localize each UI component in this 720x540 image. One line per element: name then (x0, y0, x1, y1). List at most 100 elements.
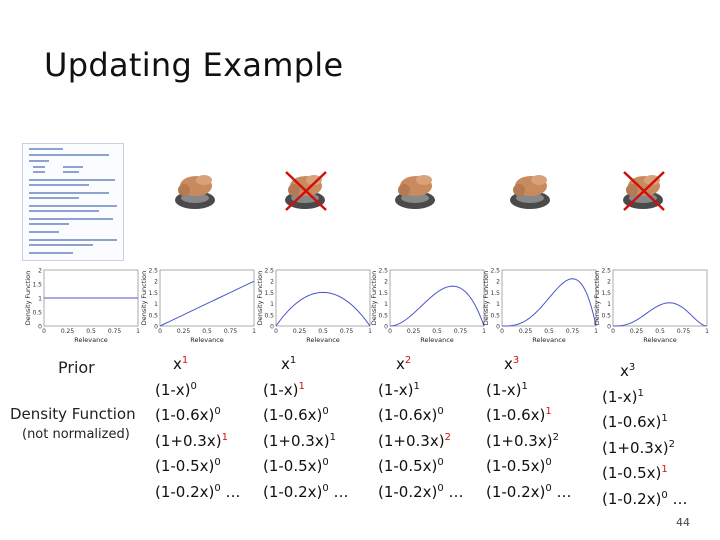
x-axis-label: Relevance (420, 336, 454, 344)
x-tick-label: 0 (611, 328, 615, 335)
factor-term: (1-0.6x)0 (155, 401, 241, 427)
factor-term: (1-x)1 (602, 383, 688, 409)
factor-exponent: 0 (214, 482, 221, 494)
x-exponent: 3 (512, 355, 520, 366)
factor-exponent: 1 (637, 387, 644, 399)
y-tick-label: 0 (154, 324, 158, 331)
factor-exponent: 0 (661, 489, 668, 501)
y-axis-label: Density Function (593, 271, 601, 325)
factor-base: (1-0.5x) (155, 457, 215, 475)
x-tick-label: 0 (274, 328, 278, 335)
density-chart-3: 0 0.5 1 1.5 2 2.5 0 0.25 0.5 0.75 1 Relevance Densit… (256, 266, 376, 345)
y-tick-label: 1.5 (490, 290, 500, 297)
factor-term: (1-0.6x)0 (378, 401, 464, 427)
y-tick-label: 2.5 (148, 268, 158, 275)
density-chart-4: 0 0.5 1 1.5 2 2.5 0 0.25 0.5 0.75 1 Relevance Densit… (370, 266, 490, 345)
factor-exponent: 0 (322, 406, 329, 417)
factor-base: (1-0.6x) (602, 413, 662, 431)
x-power-term: x3 (620, 357, 688, 383)
x-tick-label: 0.5 (655, 328, 665, 335)
y-tick-label: 0.5 (148, 312, 158, 319)
x-tick-label: 0.5 (432, 328, 442, 335)
factor-exponent: 0 (214, 457, 221, 468)
y-axis-label: Density Function (482, 271, 490, 325)
y-tick-label: 0 (607, 324, 611, 331)
factor-term: (1-x)1 (378, 376, 464, 402)
document-thumbnail (22, 143, 124, 261)
x-base: x (281, 355, 290, 373)
slide-title: Updating Example (44, 46, 344, 84)
y-tick-label: 1.5 (148, 290, 158, 297)
factor-term: (1-0.2x)0 … (486, 478, 572, 504)
factor-exponent: 0 (322, 482, 329, 494)
factor-base: (1-0.6x) (263, 406, 323, 424)
hand-press-crossed-icon (280, 170, 330, 212)
factor-base: (1-x) (378, 380, 414, 399)
y-tick-label: 2.5 (601, 268, 611, 275)
density-chart-1: 0 0.5 1 1.5 2 0 0.25 0.5 0.75 1 Relevance Density F… (24, 266, 144, 345)
x-tick-label: 0.75 (454, 328, 468, 335)
y-tick-label: 1.5 (32, 282, 42, 289)
factor-base: (1-x) (486, 380, 522, 399)
factor-exponent: 1 (521, 380, 528, 392)
x-axis-label: Relevance (190, 336, 224, 344)
factor-term: (1+0.3x)2 (486, 427, 572, 453)
factor-term: (1-0.2x)0 … (378, 478, 464, 504)
x-base: x (173, 355, 182, 373)
y-tick-label: 1 (607, 301, 611, 308)
factor-term: (1+0.3x)1 (155, 427, 241, 453)
density-curve (275, 291, 371, 327)
y-tick-label: 0.5 (601, 312, 611, 319)
update-column-3: x2 (1-x)1 (1-0.6x)0 (1+0.3x)2 (1-0.5x)0 (1-0.… (378, 350, 464, 503)
x-tick-label: 0.5 (544, 328, 554, 335)
x-tick-label: 0.25 (177, 328, 191, 335)
factor-exponent: 0 (437, 482, 444, 494)
factor-exponent: 1 (661, 413, 668, 424)
update-column-5: x3 (1-x)1 (1-0.6x)1 (1+0.3x)2 (1-0.5x)1 (1-0.… (602, 357, 688, 510)
density-function-label: Density Function (10, 405, 136, 423)
y-tick-label: 2 (607, 279, 611, 286)
y-tick-label: 0.5 (32, 310, 42, 317)
y-tick-label: 2 (154, 279, 158, 286)
factor-base: (1-x) (155, 380, 191, 399)
factor-base: (1-0.5x) (486, 457, 546, 475)
factor-term: (1+0.3x)1 (263, 427, 349, 453)
factor-exponent: 1 (221, 431, 228, 443)
x-tick-label: 0.75 (108, 328, 122, 335)
x-axis-label: Relevance (306, 336, 340, 344)
hand-press-crossed-icon (618, 170, 668, 212)
factor-base: (1+0.3x) (155, 431, 222, 450)
factor-exponent: 2 (444, 431, 451, 443)
factor-term: (1-0.5x)0 (155, 452, 241, 478)
y-tick-label: 2 (496, 279, 500, 286)
factor-base: (1-x) (263, 380, 299, 399)
y-tick-label: 1 (38, 296, 42, 303)
factor-base: (1+0.3x) (486, 431, 553, 450)
ellipsis: … (328, 482, 349, 501)
y-tick-label: 0 (496, 324, 500, 331)
factor-exponent: 0 (437, 457, 444, 468)
y-axis-label: Density Function (370, 271, 378, 325)
x-power-term: x3 (504, 350, 572, 376)
factor-exponent: 1 (545, 406, 552, 417)
not-normalized-label: (not normalized) (22, 427, 130, 442)
y-tick-label: 1.5 (264, 290, 274, 297)
ellipsis: … (443, 482, 464, 501)
factor-exponent: 1 (413, 380, 420, 392)
factor-term: (1-x)0 (155, 376, 241, 402)
factor-exponent: 1 (298, 380, 305, 392)
x-power-term: x1 (281, 350, 349, 376)
x-tick-label: 1 (136, 328, 140, 335)
factor-base: (1-0.2x) (486, 482, 546, 501)
x-tick-label: 1 (368, 328, 372, 335)
y-tick-label: 2 (38, 268, 42, 275)
y-axis-label: Density Function (140, 271, 148, 325)
x-power-term: x1 (173, 350, 241, 376)
x-tick-label: 0.25 (519, 328, 533, 335)
x-exponent: 1 (289, 355, 297, 366)
factor-base: (1-0.5x) (602, 464, 662, 482)
factor-term: (1-0.6x)1 (602, 408, 688, 434)
x-tick-label: 1 (482, 328, 486, 335)
factor-exponent: 2 (552, 431, 559, 443)
page-number: 44 (676, 516, 690, 529)
